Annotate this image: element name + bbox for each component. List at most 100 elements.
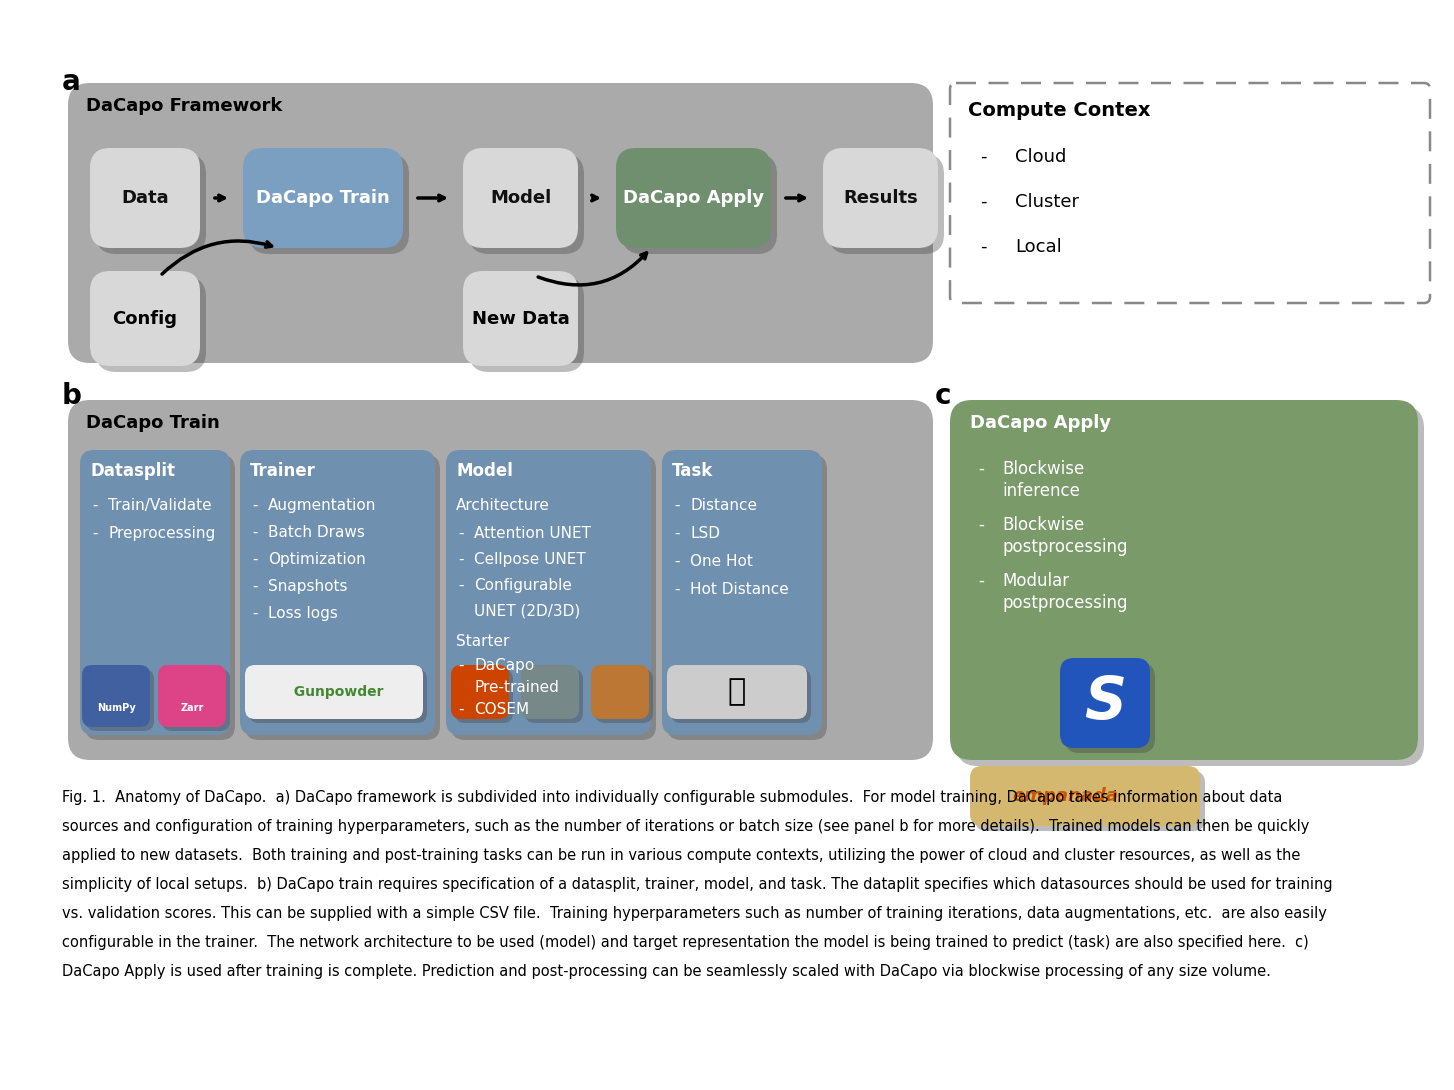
FancyBboxPatch shape — [96, 277, 206, 372]
Text: -: - — [979, 460, 984, 479]
Text: Local: Local — [1015, 238, 1061, 256]
FancyBboxPatch shape — [246, 665, 423, 719]
FancyBboxPatch shape — [68, 400, 933, 760]
Text: DaCapo: DaCapo — [474, 658, 534, 673]
FancyBboxPatch shape — [590, 665, 648, 719]
FancyBboxPatch shape — [455, 669, 513, 723]
Text: Model: Model — [457, 462, 513, 480]
Text: vs. validation scores. This can be supplied with a simple CSV file.  Training hy: vs. validation scores. This can be suppl… — [63, 906, 1328, 921]
FancyBboxPatch shape — [595, 669, 653, 723]
Text: postprocessing: postprocessing — [1002, 594, 1127, 611]
Text: -: - — [92, 498, 97, 513]
FancyBboxPatch shape — [96, 154, 206, 254]
Text: Fig. 1.  Anatomy of DaCapo.  a) DaCapo framework is subdivided into individually: Fig. 1. Anatomy of DaCapo. a) DaCapo fra… — [63, 790, 1282, 806]
Text: UNET (2D/3D): UNET (2D/3D) — [474, 604, 580, 619]
FancyBboxPatch shape — [616, 148, 771, 249]
Text: configurable in the trainer.  The network architecture to be used (model) and ta: configurable in the trainer. The network… — [63, 935, 1309, 950]
Text: -: - — [675, 526, 679, 541]
Text: -: - — [92, 526, 97, 541]
Text: -: - — [980, 238, 986, 256]
Text: simplicity of local setups.  b) DaCapo train requires specification of a dataspl: simplicity of local setups. b) DaCapo tr… — [63, 877, 1333, 892]
Text: b: b — [63, 382, 81, 410]
Text: DaCapo Train: DaCapo Train — [86, 414, 220, 432]
Text: -: - — [458, 552, 464, 567]
Text: -: - — [458, 658, 464, 673]
Text: Batch Draws: Batch Draws — [268, 525, 365, 540]
FancyBboxPatch shape — [955, 405, 1423, 766]
Text: Trainer: Trainer — [250, 462, 316, 480]
FancyBboxPatch shape — [470, 277, 585, 372]
Text: S: S — [1085, 675, 1125, 731]
FancyBboxPatch shape — [667, 455, 827, 740]
Text: -: - — [980, 148, 986, 166]
Text: Configurable: Configurable — [474, 578, 571, 593]
FancyBboxPatch shape — [970, 766, 1200, 826]
Text: Blockwise: Blockwise — [1002, 460, 1085, 479]
Text: Cellpose UNET: Cellpose UNET — [474, 552, 586, 567]
Text: DaCapo Train: DaCapo Train — [256, 189, 390, 207]
Text: Task: Task — [672, 462, 714, 480]
Text: Zarr: Zarr — [180, 703, 204, 713]
FancyBboxPatch shape — [68, 83, 933, 363]
Text: Model: Model — [490, 189, 551, 207]
FancyBboxPatch shape — [525, 669, 583, 723]
Text: -: - — [252, 498, 257, 513]
FancyBboxPatch shape — [249, 154, 409, 254]
FancyBboxPatch shape — [667, 665, 807, 719]
FancyBboxPatch shape — [462, 271, 579, 366]
Text: -: - — [675, 498, 679, 513]
FancyBboxPatch shape — [662, 450, 822, 735]
FancyBboxPatch shape — [470, 154, 585, 254]
Text: DaCapo Apply is used after training is complete. Prediction and post-processing : DaCapo Apply is used after training is c… — [63, 964, 1271, 979]
Text: Cloud: Cloud — [1015, 148, 1066, 166]
Text: Pre-trained: Pre-trained — [474, 680, 558, 695]
FancyBboxPatch shape — [462, 148, 579, 249]
Text: empanada: empanada — [1012, 787, 1118, 806]
Text: Architecture: Architecture — [457, 498, 550, 513]
Text: Datasplit: Datasplit — [90, 462, 174, 480]
Text: LSD: LSD — [691, 526, 720, 541]
Text: 🌈: 🌈 — [728, 678, 746, 706]
FancyBboxPatch shape — [240, 450, 435, 735]
Text: applied to new datasets.  Both training and post-training tasks can be run in va: applied to new datasets. Both training a… — [63, 848, 1300, 863]
Text: a: a — [63, 68, 81, 96]
FancyBboxPatch shape — [86, 669, 154, 731]
Text: Modular: Modular — [1002, 572, 1069, 590]
Text: Distance: Distance — [691, 498, 758, 513]
Text: New Data: New Data — [471, 310, 570, 327]
Text: -: - — [979, 516, 984, 534]
Text: Cluster: Cluster — [1015, 193, 1079, 211]
Text: -: - — [252, 525, 257, 540]
FancyBboxPatch shape — [949, 400, 1418, 760]
FancyBboxPatch shape — [976, 771, 1205, 831]
Text: Loss logs: Loss logs — [268, 606, 337, 621]
FancyBboxPatch shape — [161, 669, 230, 731]
Text: -: - — [252, 579, 257, 594]
Text: -: - — [252, 552, 257, 567]
FancyBboxPatch shape — [90, 271, 201, 366]
FancyBboxPatch shape — [246, 455, 441, 740]
Text: -: - — [675, 554, 679, 569]
Text: postprocessing: postprocessing — [1002, 538, 1127, 556]
FancyBboxPatch shape — [446, 450, 651, 735]
FancyBboxPatch shape — [622, 154, 776, 254]
Text: Data: Data — [121, 189, 169, 207]
Text: Attention UNET: Attention UNET — [474, 526, 590, 541]
FancyBboxPatch shape — [521, 665, 579, 719]
Text: -: - — [252, 606, 257, 621]
FancyBboxPatch shape — [81, 665, 150, 727]
Text: COSEM: COSEM — [474, 702, 529, 717]
FancyBboxPatch shape — [670, 669, 811, 723]
Text: -: - — [979, 572, 984, 590]
Text: Augmentation: Augmentation — [268, 498, 377, 513]
Text: Train/Validate: Train/Validate — [108, 498, 212, 513]
FancyBboxPatch shape — [823, 148, 938, 249]
Text: Compute Contex: Compute Contex — [968, 101, 1150, 120]
Text: Snapshots: Snapshots — [268, 579, 348, 594]
Text: DaCapo Apply: DaCapo Apply — [970, 414, 1111, 432]
Text: -: - — [458, 578, 464, 593]
Text: NumPy: NumPy — [96, 703, 135, 713]
Text: inference: inference — [1002, 482, 1080, 500]
Text: One Hot: One Hot — [691, 554, 753, 569]
FancyBboxPatch shape — [451, 665, 509, 719]
